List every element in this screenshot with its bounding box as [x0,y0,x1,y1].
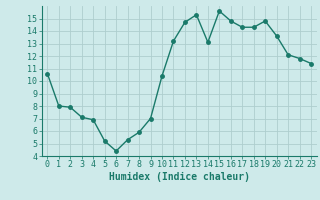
X-axis label: Humidex (Indice chaleur): Humidex (Indice chaleur) [109,172,250,182]
